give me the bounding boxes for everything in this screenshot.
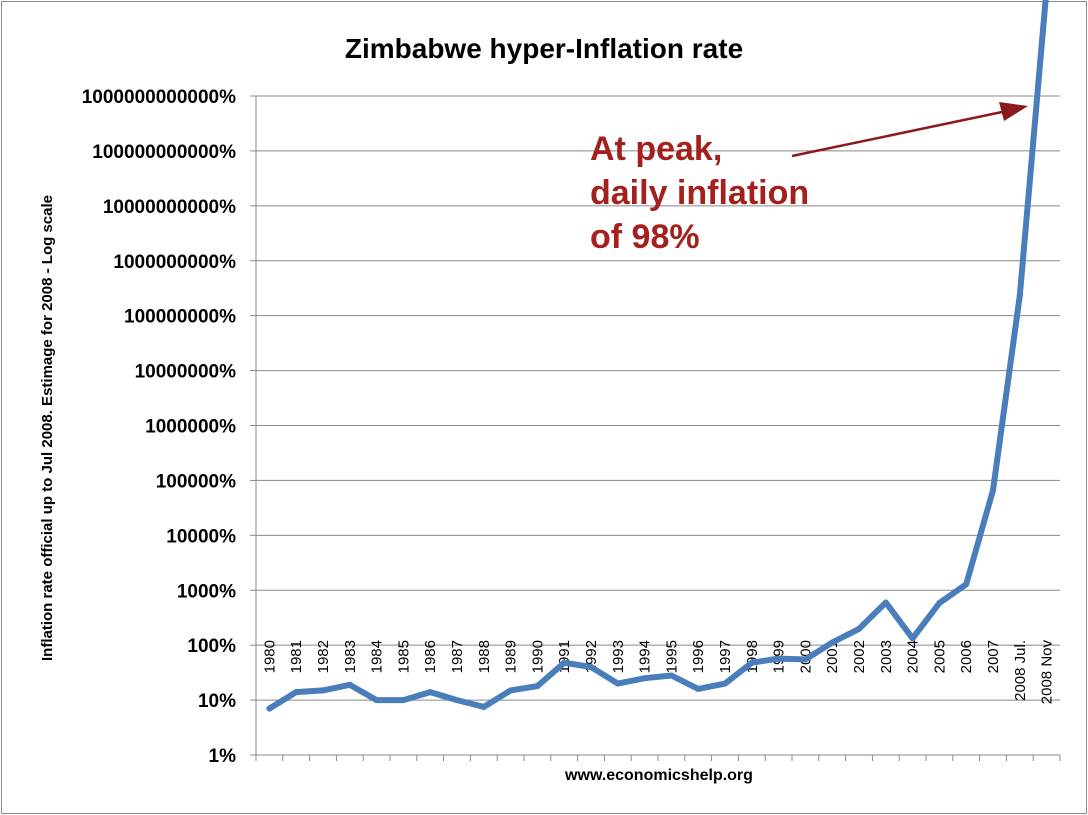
x-tick-label: 2008 Nov — [1039, 640, 1056, 705]
x-tick-label: 1980 — [261, 640, 278, 673]
data-point-1988 — [480, 703, 487, 710]
x-axis-ticks: 1980 1981 1982 1983 1984 1985 1986 1987 1988 1989… — [255, 640, 1061, 761]
annotation-line-2: daily inflation — [590, 174, 809, 212]
annotation-line-3: of 98% — [590, 218, 700, 256]
x-tick-label: 1994 — [637, 640, 654, 673]
data-point-1981 — [293, 689, 300, 696]
data-point-2002 — [856, 625, 862, 632]
data-point-1996 — [695, 685, 702, 692]
data-point-1995 — [668, 672, 675, 679]
y-tick-label: 1% — [209, 746, 237, 767]
y-tick-label: 10000% — [166, 526, 236, 547]
x-tick-label: 2007 — [985, 640, 1002, 673]
x-tick-label: 2008 Jul. — [1012, 640, 1029, 701]
x-tick-label: 1982 — [315, 640, 332, 673]
data-point-1989 — [507, 687, 514, 694]
data-point-1982 — [320, 687, 326, 694]
y-tick-label: 10% — [198, 691, 236, 712]
y-tick-label: 100000000% — [124, 307, 236, 328]
y-tick-label: 1000000% — [145, 417, 236, 438]
x-tick-label: 1993 — [610, 640, 627, 673]
peak-annotation: At peak, daily inflation of 98% — [590, 102, 1028, 256]
x-tick-label: 2003 — [878, 640, 895, 673]
y-tick-label: 10000000% — [135, 362, 237, 383]
data-point-1984 — [373, 697, 380, 704]
x-tick-label: 1984 — [369, 640, 386, 673]
y-axis-ticks: 1% 10% 100% 1000% 10000% 100000% 1000000% 10000… — [82, 87, 256, 767]
x-tick-label: 1990 — [529, 640, 546, 673]
annotation-arrow-head — [999, 102, 1028, 121]
x-tick-label: 1987 — [449, 640, 466, 673]
data-point-1998 — [748, 659, 755, 666]
y-tick-label: 1000000000% — [113, 252, 236, 273]
data-point-2000 — [802, 656, 809, 663]
data-point-1980 — [266, 705, 273, 712]
data-point-2003 — [882, 599, 889, 606]
data-point-1990 — [534, 683, 541, 690]
data-point-1985 — [400, 697, 407, 704]
data-point-1997 — [722, 680, 728, 687]
x-tick-label: 1983 — [342, 640, 359, 673]
data-point-1992 — [588, 664, 594, 671]
x-tick-label: 2006 — [958, 640, 975, 673]
y-tick-label: 1000000000000% — [82, 87, 236, 108]
x-axis-label: www.economicshelp.org — [564, 767, 753, 784]
x-tick-label: 1996 — [690, 640, 707, 673]
x-tick-label: 2004 — [905, 640, 922, 673]
x-tick-label: 1997 — [717, 640, 734, 673]
inflation-series-line — [266, 0, 1049, 712]
x-tick-label: 1985 — [395, 640, 412, 673]
chart-title: Zimbabwe hyper-Inflation rate — [345, 33, 743, 64]
y-tick-label: 100000000000% — [92, 142, 236, 163]
series-points — [266, 292, 1023, 712]
data-point-1999 — [775, 655, 782, 662]
y-tick-label: 100000% — [156, 471, 236, 492]
data-point-2006 — [963, 581, 970, 588]
data-point-2008-jul- — [1016, 292, 1023, 299]
x-tick-label: 1995 — [663, 640, 680, 673]
y-tick-label: 100% — [187, 636, 236, 657]
y-axis-label: Inflation rate official up to Jul 2008. … — [39, 195, 56, 661]
x-tick-label: 2005 — [931, 640, 948, 673]
annotation-line-1: At peak, — [590, 130, 722, 168]
data-point-2007 — [990, 487, 996, 494]
annotation-arrow-shaft — [791, 110, 1003, 158]
y-tick-label: 1000% — [177, 581, 236, 602]
x-tick-label: 1981 — [288, 640, 305, 673]
data-point-1987 — [454, 697, 460, 704]
data-point-2004 — [909, 635, 916, 642]
x-tick-label: 2002 — [851, 640, 868, 673]
data-point-1991 — [561, 659, 568, 666]
x-tick-label: 1988 — [476, 640, 493, 673]
data-point-2001 — [829, 639, 836, 646]
x-tick-label: 1989 — [503, 640, 520, 673]
data-point-1983 — [346, 681, 353, 688]
y-tick-label: 10000000000% — [103, 197, 236, 218]
x-tick-label: 1986 — [422, 640, 439, 673]
data-point-1994 — [641, 675, 648, 682]
data-point-1993 — [614, 680, 621, 687]
data-point-2005 — [936, 599, 943, 606]
data-point-1986 — [427, 689, 434, 696]
